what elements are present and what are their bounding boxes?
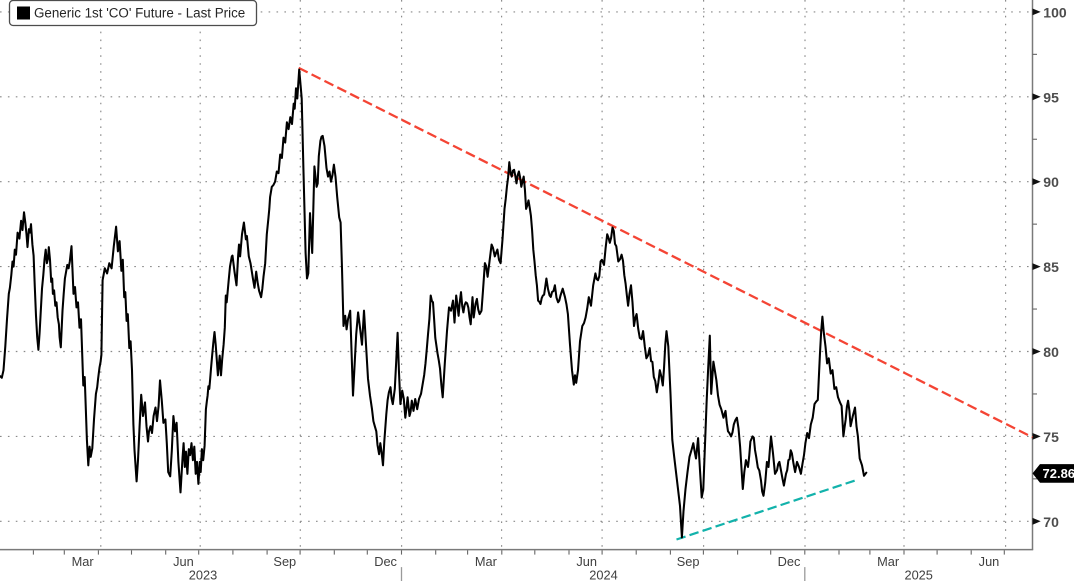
- svg-text:Mar: Mar: [475, 554, 498, 569]
- svg-text:Jun: Jun: [173, 554, 194, 569]
- svg-text:Jun: Jun: [576, 554, 597, 569]
- svg-text:Sep: Sep: [273, 554, 296, 569]
- svg-text:85: 85: [1043, 259, 1059, 275]
- svg-text:95: 95: [1043, 89, 1059, 105]
- svg-text:Mar: Mar: [72, 554, 95, 569]
- svg-text:Generic 1st 'CO' Future - Last: Generic 1st 'CO' Future - Last Price: [34, 6, 245, 21]
- svg-text:80: 80: [1043, 344, 1059, 360]
- svg-text:Dec: Dec: [778, 554, 801, 569]
- svg-text:90: 90: [1043, 174, 1059, 190]
- svg-text:2025: 2025: [904, 568, 932, 581]
- svg-text:Mar: Mar: [877, 554, 900, 569]
- svg-text:70: 70: [1043, 514, 1059, 530]
- svg-text:2023: 2023: [189, 568, 217, 581]
- svg-text:72.86: 72.86: [1043, 466, 1074, 481]
- svg-text:Jun: Jun: [979, 554, 1000, 569]
- svg-text:75: 75: [1043, 429, 1059, 445]
- svg-text:100: 100: [1043, 4, 1067, 20]
- svg-text:Sep: Sep: [677, 554, 700, 569]
- svg-text:2024: 2024: [589, 568, 617, 581]
- svg-text:Dec: Dec: [374, 554, 397, 569]
